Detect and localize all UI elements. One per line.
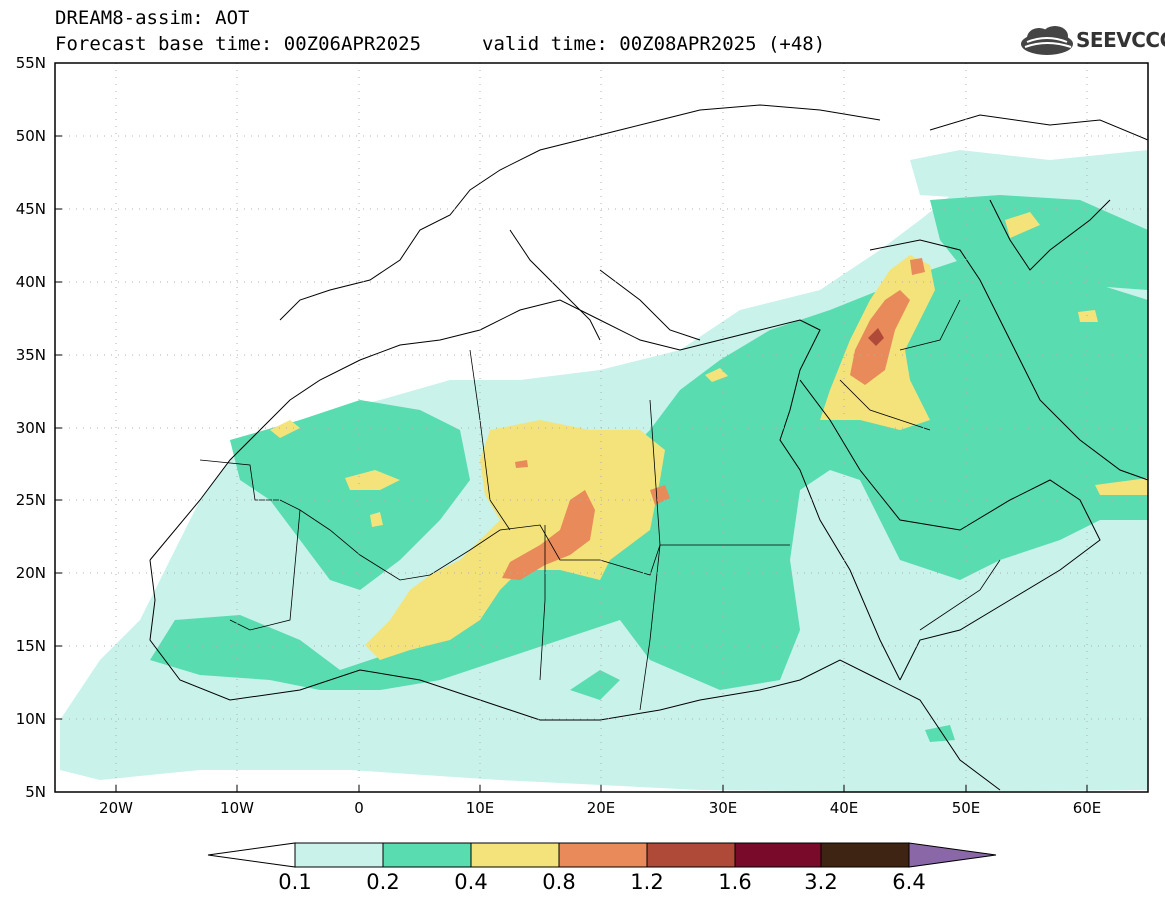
- colorbar-swatch: [734, 842, 822, 868]
- lon-label: 40E: [829, 799, 859, 817]
- graticule: [55, 63, 1148, 792]
- colorbar-label: 0.2: [366, 870, 400, 894]
- coastlines: [149, 104, 1148, 791]
- colorbar-swatch: [470, 842, 560, 868]
- lat-label: 45N: [15, 200, 46, 218]
- colorbar-over-arrow: [908, 842, 997, 868]
- lon-label: 60E: [1072, 799, 1102, 817]
- valid-time: valid time: 00Z08APR2025 (+48): [482, 33, 826, 55]
- lon-label: 0: [354, 799, 364, 817]
- colorbar-label: 1.6: [718, 870, 752, 894]
- colorbar-swatch: [646, 842, 736, 868]
- colorbar-swatch: [382, 842, 472, 868]
- colorbar-label: 3.2: [804, 870, 838, 894]
- aot-level-1.2-fill: [868, 328, 884, 346]
- colorbar-under-arrow: [207, 842, 296, 868]
- lon-label: 20E: [586, 799, 616, 817]
- lon-label: 20W: [99, 799, 133, 817]
- colorbar-label: 0.8: [542, 870, 576, 894]
- lat-label: 35N: [15, 346, 46, 364]
- colorbar: [207, 842, 997, 868]
- lat-label: 40N: [15, 273, 46, 291]
- colorbar-swatch: [558, 842, 648, 868]
- lon-label: 10W: [220, 799, 254, 817]
- colorbar-label: 1.2: [630, 870, 664, 894]
- country-borders: [199, 299, 1001, 711]
- lon-label: 30E: [708, 799, 738, 817]
- lat-label: 20N: [15, 564, 46, 582]
- colorbar-label: 6.4: [892, 870, 926, 894]
- seevccc-cloud-logo-icon: [1021, 26, 1073, 55]
- lat-label: 25N: [15, 491, 46, 509]
- colorbar-label: 0.1: [278, 870, 312, 894]
- lon-label: 10E: [465, 799, 495, 817]
- forecast-base-time: Forecast base time: 00Z06APR2025: [55, 33, 422, 55]
- map-title: DREAM8-assim: AOT: [55, 7, 250, 29]
- lat-label: 50N: [15, 127, 46, 145]
- lat-label: 30N: [15, 419, 46, 437]
- logo-text: SEEVCCC: [1076, 28, 1165, 52]
- colorbar-swatch: [294, 842, 384, 868]
- colorbar-label: 0.4: [454, 870, 488, 894]
- lat-label: 15N: [15, 637, 46, 655]
- lon-label: 50E: [951, 799, 981, 817]
- lat-label: 5N: [25, 783, 46, 801]
- axis-ticks: [55, 62, 1088, 792]
- lat-label: 55N: [15, 54, 46, 72]
- colorbar-swatch: [820, 842, 910, 868]
- lat-label: 10N: [15, 710, 46, 728]
